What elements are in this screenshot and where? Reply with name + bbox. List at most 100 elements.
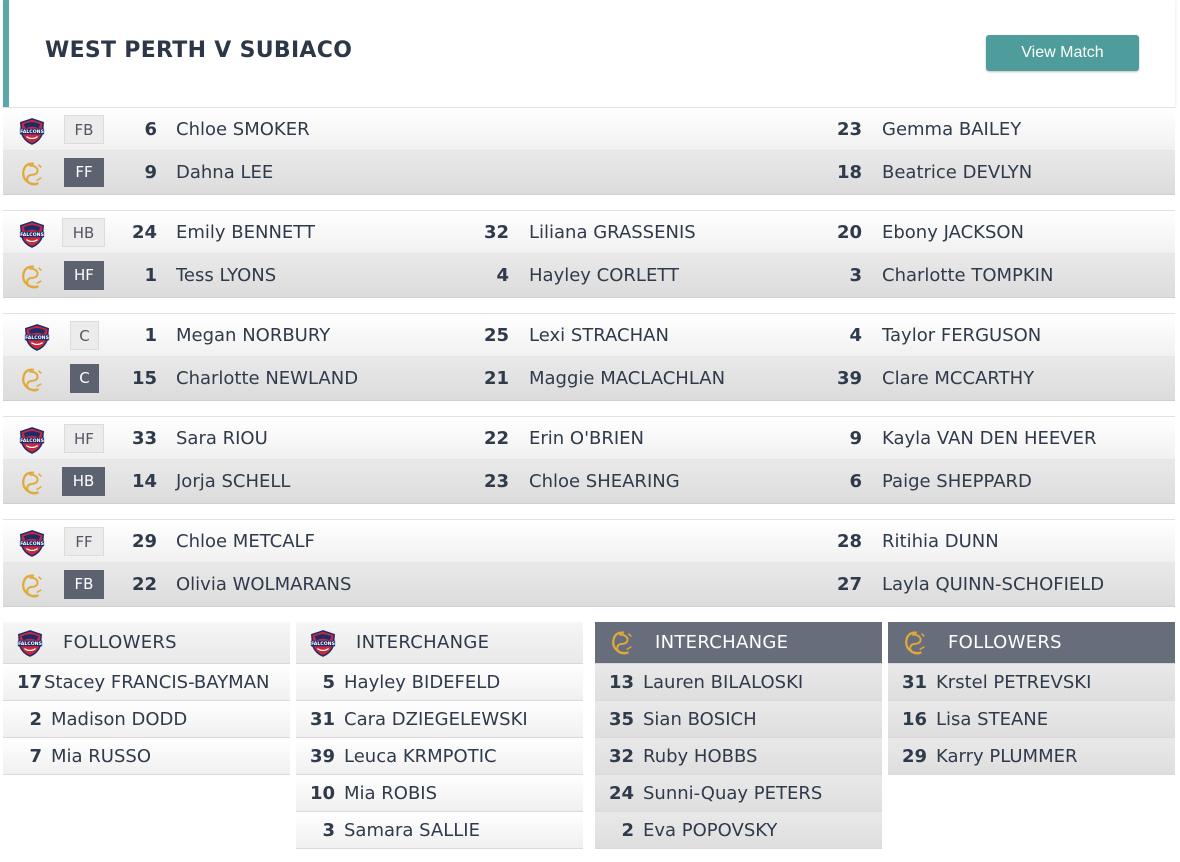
bench-player-row: 3 Samara SALLIE [296,812,583,849]
player-name-link[interactable]: Clare MCCARTHY [882,368,1035,389]
player-name-link[interactable]: Ritihia DUNN [882,531,999,552]
player-number: 2 [29,709,42,730]
bench-player-row: 39 Leuca KRMPOTIC [296,738,583,775]
player-name-link[interactable]: Taylor FERGUSON [882,325,1042,346]
player-name-link[interactable]: Beatrice DEVLYN [882,162,1033,183]
position-badge: HB [62,218,105,247]
player-number: 27 [836,574,862,595]
player-name-link[interactable]: Erin O'BRIEN [529,428,645,449]
svg-text:FALCONS: FALCONS [20,438,44,444]
player-name-link[interactable]: Maggie MACLACHLAN [529,368,726,389]
falcons-logo-icon: FALCONS [18,117,46,145]
player-name-link[interactable]: Layla QUINN-SCHOFIELD [882,574,1105,595]
player-number: 28 [836,531,862,552]
player-number: 18 [836,162,862,183]
player-number: 2 [621,820,634,841]
player-number: 4 [496,265,509,286]
position-badge: FB [64,570,104,599]
bench-title: FOLLOWERS [948,632,1062,653]
player-name-link[interactable]: Liliana GRASSENIS [529,222,696,243]
player-name-link[interactable]: Paige SHEPPARD [882,471,1032,492]
player-number: 31 [901,672,927,693]
away-line-row: FF 9 Dahna LEE 18 Beatrice DEVLYN [3,151,1175,195]
position-badge: C [70,321,99,350]
player-number: 6 [849,471,862,492]
player-number: 1 [144,325,157,346]
player-number: 32 [608,746,634,767]
subiaco-sc-logo-icon [901,629,929,657]
player-name-link[interactable]: Lauren BILALOSKI [643,672,804,693]
player-name-link[interactable]: Cara DZIEGELEWSKI [344,709,528,730]
player-name-link[interactable]: Chloe METCALF [176,531,315,552]
player-name-link[interactable]: Mia ROBIS [344,783,438,804]
player-name-link[interactable]: Jorja SCHELL [176,471,291,492]
player-number: 29 [901,746,927,767]
position-badge: C [70,364,99,393]
home-line-row: FALCONS HB 24 Emily BENNETT 32 Liliana GRASS… [3,210,1175,254]
player-name-link[interactable]: Krstel PETREVSKI [936,672,1092,693]
player-name-link[interactable]: Gemma BAILEY [882,119,1022,140]
player-number: 9 [144,162,157,183]
svg-text:FALCONS: FALCONS [20,541,44,547]
bench-player-row: 35 Sian BOSICH [595,701,882,738]
svg-text:FALCONS: FALCONS [20,232,44,238]
position-badge: HF [64,424,104,453]
player-name-link[interactable]: Sunni-Quay PETERS [643,783,823,804]
player-number: 24 [608,783,634,804]
subiaco-sc-logo-icon [608,629,636,657]
player-name-link[interactable]: Kayla VAN DEN HEEVER [882,428,1097,449]
bench-player-row: 2 Eva POPOVSKY [595,812,882,849]
bench-away-followers: FOLLOWERS 31 Krstel PETREVSKI 16 Lisa STEANE… [888,622,1175,775]
player-name-link[interactable]: Mia RUSSO [51,746,151,767]
player-name-link[interactable]: Stacey FRANCIS-BAYMAN [44,672,270,693]
player-name-link[interactable]: Chloe SMOKER [176,119,310,140]
player-name-link[interactable]: Charlotte TOMPKIN [882,265,1054,286]
player-name-link[interactable]: Emily BENNETT [176,222,315,243]
player-name-link[interactable]: Chloe SHEARING [529,471,680,492]
player-number: 20 [836,222,862,243]
bench-header: FALCONS FOLLOWERS [3,622,290,664]
position-badge: FB [64,115,104,144]
player-name-link[interactable]: Karry PLUMMER [936,746,1078,767]
player-number: 23 [483,471,509,492]
player-name-link[interactable]: Sian BOSICH [643,709,757,730]
player-name-link[interactable]: Charlotte NEWLAND [176,368,359,389]
bench-player-row: 31 Cara DZIEGELEWSKI [296,701,583,738]
player-name-link[interactable]: Hayley BIDEFELD [344,672,501,693]
player-number: 33 [131,428,157,449]
position-badge: FF [64,158,104,187]
player-name-link[interactable]: Ebony JACKSON [882,222,1025,243]
player-name-link[interactable]: Leuca KRMPOTIC [344,746,497,767]
player-name-link[interactable]: Madison DODD [51,709,188,730]
bench-home-followers: FALCONS FOLLOWERS 17 Stacey FRANCIS-BAYMAN… [3,622,290,775]
bench-player-row: 10 Mia ROBIS [296,775,583,812]
bench-player-row: 2 Madison DODD [3,701,290,738]
player-number: 31 [309,709,335,730]
falcons-logo-icon: FALCONS [18,426,46,454]
home-line-row: FALCONS FF 29 Chloe METCALF 28 Ritihia DUNN [3,519,1175,563]
bench-title: INTERCHANGE [655,632,789,653]
player-number: 39 [836,368,862,389]
player-name-link[interactable]: Lisa STEANE [936,709,1049,730]
falcons-logo-icon: FALCONS [16,629,44,657]
position-badge: HF [64,261,104,290]
player-name-link[interactable]: Lexi STRACHAN [529,325,669,346]
player-number: 7 [29,746,42,767]
bench-header: INTERCHANGE [595,622,882,664]
accent-bar [3,0,9,108]
player-name-link[interactable]: Olivia WOLMARANS [176,574,352,595]
player-name-link[interactable]: Megan NORBURY [176,325,331,346]
svg-text:FALCONS: FALCONS [25,335,49,341]
player-name-link[interactable]: Hayley CORLETT [529,265,679,286]
player-name-link[interactable]: Eva POPOVSKY [643,820,778,841]
away-line-row: C 15 Charlotte NEWLAND 21 Maggie MACLACHLAN 3… [3,357,1175,401]
player-name-link[interactable]: Samara SALLIE [344,820,480,841]
view-match-button[interactable]: View Match [986,35,1139,71]
player-name-link[interactable]: Tess LYONS [176,265,277,286]
position-badge: FF [64,527,104,556]
player-name-link[interactable]: Ruby HOBBS [643,746,758,767]
falcons-logo-icon: FALCONS [23,323,51,351]
player-name-link[interactable]: Sara RIOU [176,428,268,449]
player-name-link[interactable]: Dahna LEE [176,162,274,183]
bench-title: FOLLOWERS [63,632,177,653]
